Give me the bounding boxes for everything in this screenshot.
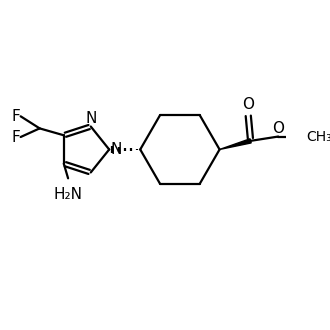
Text: F: F bbox=[11, 129, 20, 145]
Text: N: N bbox=[110, 142, 121, 157]
Text: O: O bbox=[242, 97, 254, 113]
Polygon shape bbox=[219, 139, 251, 149]
Text: H₂N: H₂N bbox=[53, 187, 82, 202]
Text: O: O bbox=[272, 121, 284, 136]
Text: F: F bbox=[11, 109, 20, 124]
Text: N: N bbox=[85, 111, 96, 126]
Text: CH₃: CH₃ bbox=[306, 130, 330, 144]
